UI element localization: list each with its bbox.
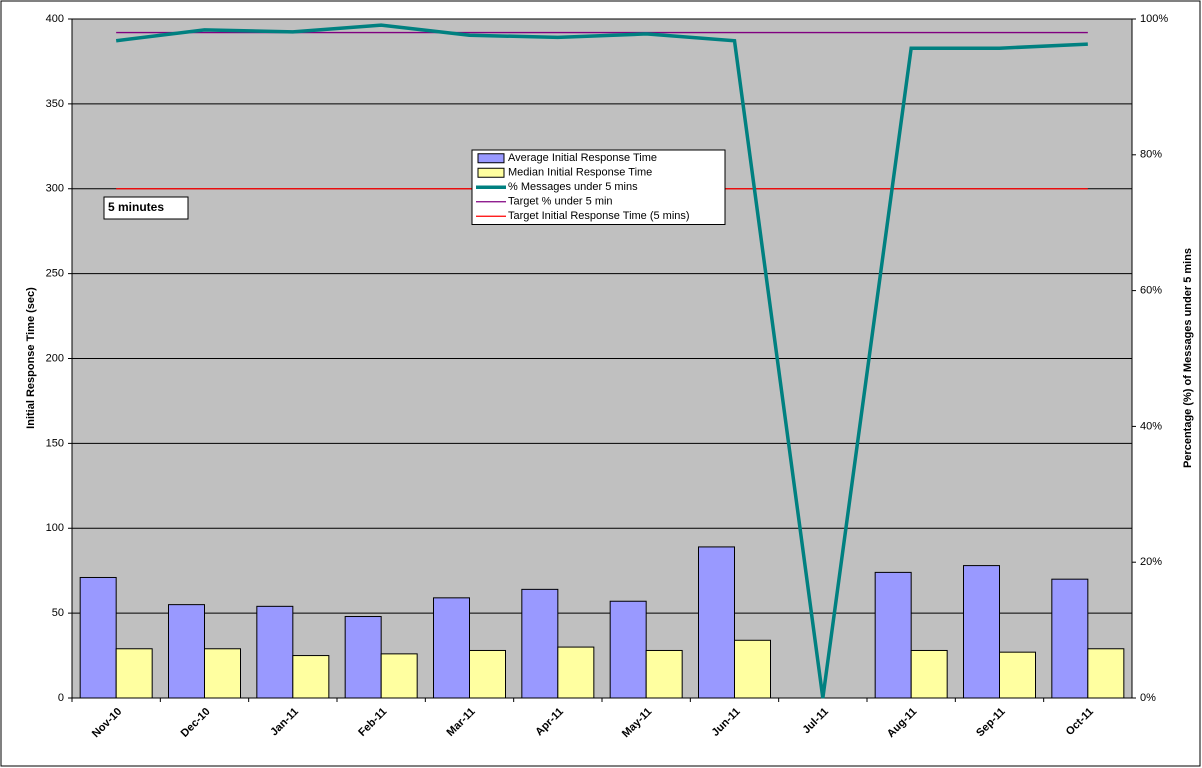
y-tick-label: 250 — [46, 268, 64, 280]
bar — [645, 649, 683, 699]
bar — [433, 597, 470, 699]
bar — [380, 653, 418, 699]
bar — [734, 639, 771, 699]
y-tick-label: 50 — [52, 607, 64, 619]
bar — [1087, 648, 1125, 699]
annotation: 5 minutes — [108, 200, 164, 214]
bar — [292, 655, 330, 699]
bar — [521, 588, 559, 699]
y-tick-label: 400 — [46, 13, 64, 25]
y-tick-label: 200 — [46, 352, 64, 364]
legend-label: Average Initial Response Time — [508, 152, 657, 164]
y-tick-label: 150 — [46, 437, 64, 449]
legend-swatch — [477, 167, 505, 178]
legend-label: Target % under 5 min — [508, 196, 613, 208]
bar — [115, 648, 153, 699]
y2-axis-label: Percentage (%) of Messages under 5 mins — [1182, 248, 1194, 468]
bar — [344, 616, 382, 699]
bar — [256, 605, 294, 699]
bar — [963, 565, 1000, 699]
bar — [698, 546, 735, 699]
y-tick-label: 350 — [46, 98, 64, 110]
bar — [168, 604, 205, 699]
annotation-box — [103, 196, 189, 220]
line-series — [115, 23, 1088, 699]
bar — [469, 649, 506, 699]
y-tick-label: 0 — [58, 692, 64, 704]
y2-tick-label: 40% — [1140, 420, 1162, 432]
y2-tick-label: 60% — [1140, 285, 1162, 297]
legend-label: % Messages under 5 mins — [508, 181, 638, 193]
y-tick-label: 300 — [46, 183, 64, 195]
bar — [557, 646, 595, 699]
bar — [1051, 578, 1089, 699]
legend-swatch — [477, 153, 505, 164]
legend-label: Target Initial Response Time (5 mins) — [508, 210, 690, 222]
y2-tick-label: 80% — [1140, 149, 1162, 161]
y-axis-label: Initial Response Time (sec) — [25, 287, 37, 429]
legend — [471, 149, 726, 225]
bar — [910, 649, 948, 699]
bar — [999, 651, 1036, 699]
legend-label: Median Initial Response Time — [508, 167, 652, 179]
bar — [609, 600, 647, 699]
y-tick-label: 100 — [46, 522, 64, 534]
bar — [79, 576, 117, 699]
y2-tick-label: 100% — [1140, 13, 1168, 25]
y2-tick-label: 0% — [1140, 692, 1156, 704]
bar — [874, 571, 912, 699]
bar — [204, 648, 241, 699]
y2-tick-label: 20% — [1140, 556, 1162, 568]
